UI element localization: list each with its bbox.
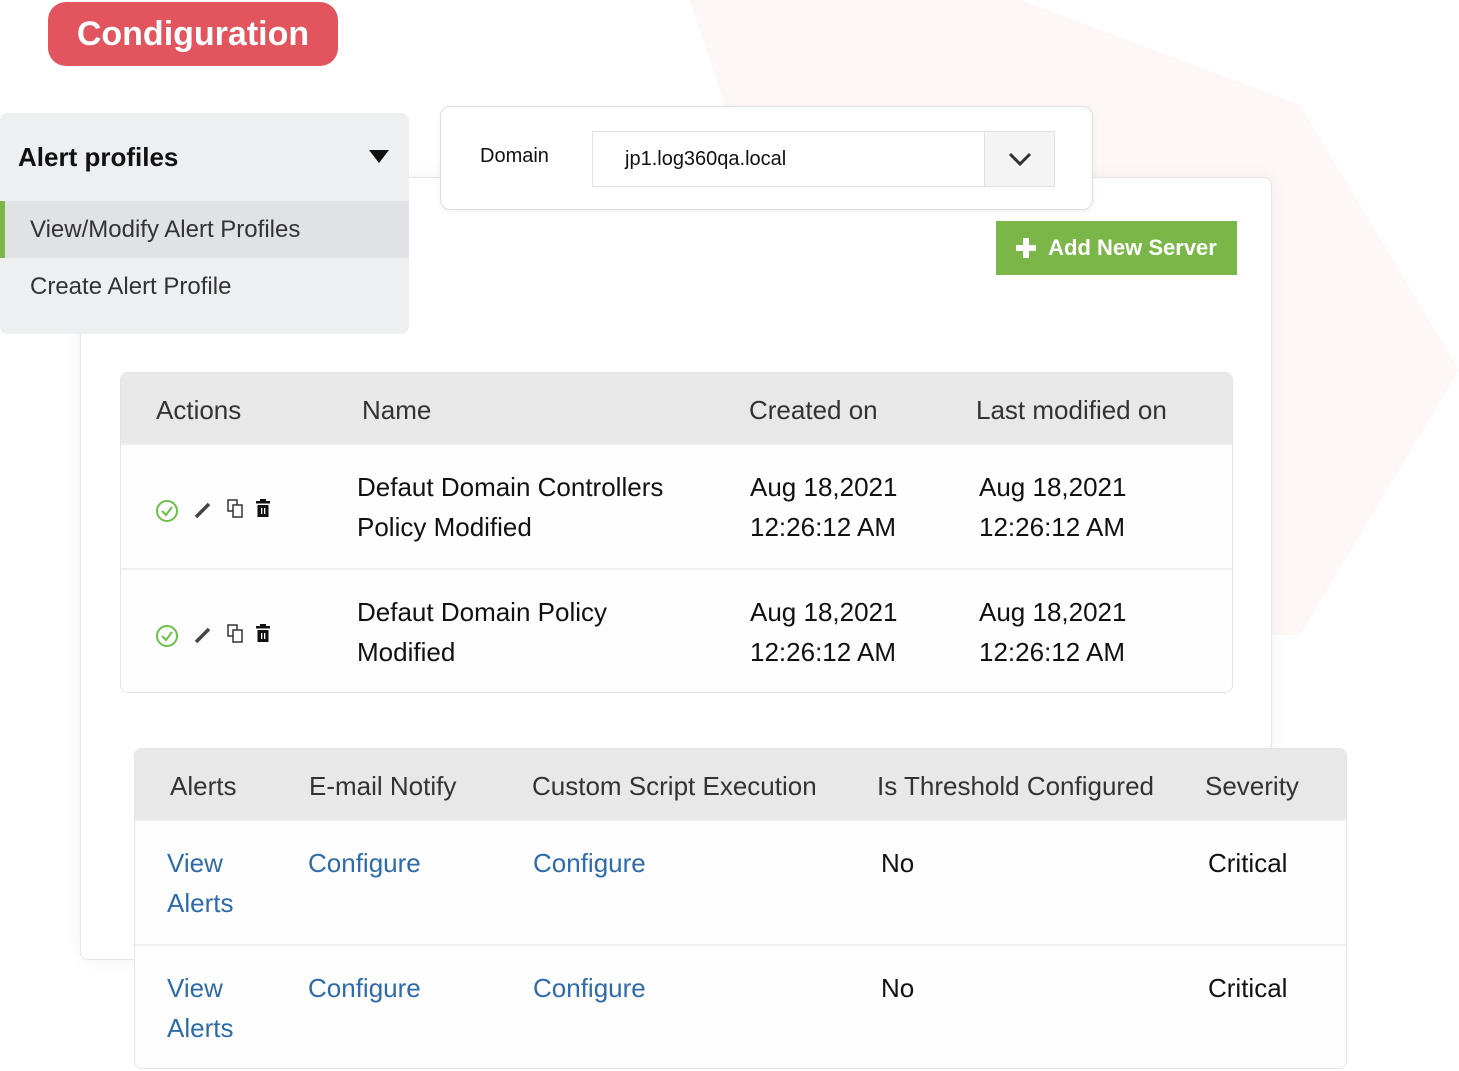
time: 12:26:12 AM [979,637,1125,667]
sidebar-item-view-modify[interactable]: View/Modify Alert Profiles [0,201,409,258]
time: 12:26:12 AM [750,512,896,542]
domain-card: Domain jp1.log360qa.local [440,106,1093,210]
header-created: Created on [749,395,878,425]
table-row: Defaut Domain Policy Modified Aug 18,2021… [121,568,1232,692]
date: Aug 18,2021 [750,597,898,627]
alerts-table: Alerts E-mail Notify Custom Script Execu… [134,748,1347,1069]
domain-select-value: jp1.log360qa.local [625,147,787,170]
link-line: View [167,848,223,878]
profile-name[interactable]: Defaut Domain Policy Modified [357,592,607,672]
name-line: Policy Modified [357,512,532,542]
add-new-server-button[interactable]: Add New Server [996,221,1237,275]
email-configure-link[interactable]: Configure [308,973,421,1003]
header-script: Custom Script Execution [532,771,817,801]
check-circle-icon[interactable] [155,624,179,648]
created-on: Aug 18,2021 12:26:12 AM [750,592,897,672]
time: 12:26:12 AM [979,512,1125,542]
configuration-badge: Condiguration [48,2,338,66]
header-threshold: Is Threshold Configured [877,771,1155,801]
table-row: Defaut Domain Controllers Policy Modified… [121,443,1232,568]
threshold-value: No [881,848,915,878]
header-name: Name [362,395,432,425]
dropdown-button[interactable] [984,132,1054,186]
name-line: Defaut Domain Controllers [357,472,664,502]
table-header: Actions Name Created on Last modified on [121,373,1232,443]
view-alerts-link[interactable]: View Alerts [167,968,233,1048]
pencil-icon[interactable] [194,626,212,644]
profile-name[interactable]: Defaut Domain Controllers Policy Modified [357,467,663,547]
plus-icon [1016,238,1037,258]
pencil-icon[interactable] [194,501,212,519]
trash-icon[interactable] [256,624,270,642]
table-header: Alerts E-mail Notify Custom Script Execu… [135,749,1346,819]
date: Aug 18,2021 [750,472,898,502]
table-row: View Alerts Configure Configure No Critic… [135,819,1346,944]
script-configure-link[interactable]: Configure [533,973,646,1003]
link-line: Alerts [167,1013,234,1043]
copy-icon[interactable] [227,499,245,519]
modified-on: Aug 18,2021 12:26:12 AM [979,467,1126,547]
severity-value: Critical [1208,848,1288,878]
sidebar-header-label: Alert profiles [18,141,179,172]
sidebar: Alert profiles View/Modify Alert Profile… [0,113,409,334]
view-alerts-link[interactable]: View Alerts [167,843,233,923]
name-line: Defaut Domain Policy [357,597,607,627]
domain-label: Domain [480,145,549,167]
header-severity: Severity [1205,771,1299,801]
created-on: Aug 18,2021 12:26:12 AM [750,467,897,547]
date: Aug 18,2021 [979,597,1127,627]
header-actions: Actions [156,395,242,425]
header-modified: Last modified on [976,395,1167,425]
date: Aug 18,2021 [979,472,1127,502]
sidebar-item-create[interactable]: Create Alert Profile [0,258,409,315]
badge-title: Condiguration [76,14,310,53]
time: 12:26:12 AM [750,637,896,667]
email-configure-link[interactable]: Configure [308,848,421,878]
sidebar-item-label: View/Modify Alert Profiles [30,215,301,243]
modified-on: Aug 18,2021 12:26:12 AM [979,592,1126,672]
sidebar-header[interactable]: Alert profiles [0,113,409,201]
copy-icon[interactable] [227,624,245,644]
chevron-down-icon [1008,152,1031,166]
script-configure-link[interactable]: Configure [533,848,646,878]
name-line: Modified [357,637,456,667]
domain-select[interactable]: jp1.log360qa.local [592,131,1055,187]
table-row: View Alerts Configure Configure No Critic… [135,944,1346,1068]
link-line: View [167,973,223,1003]
severity-value: Critical [1208,973,1288,1003]
check-circle-icon[interactable] [155,499,179,523]
add-button-label: Add New Server [1048,235,1217,260]
trash-icon[interactable] [256,499,270,517]
sidebar-item-label: Create Alert Profile [30,272,232,300]
header-alerts: Alerts [170,771,237,801]
alert-profiles-table: Actions Name Created on Last modified on… [120,372,1233,693]
caret-down-icon [369,150,389,163]
header-email: E-mail Notify [309,771,457,801]
threshold-value: No [881,973,915,1003]
link-line: Alerts [167,888,234,918]
